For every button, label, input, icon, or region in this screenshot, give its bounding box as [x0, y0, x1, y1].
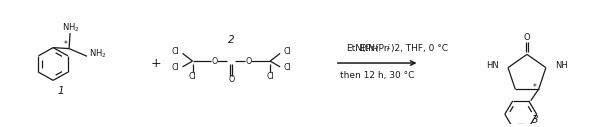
- Text: HN: HN: [486, 61, 499, 70]
- Text: then 12 h, 30 °C: then 12 h, 30 °C: [340, 71, 414, 80]
- Text: Cl: Cl: [172, 47, 179, 56]
- Text: NH$_2$: NH$_2$: [89, 47, 107, 60]
- Text: *: *: [533, 83, 536, 92]
- Text: Cl: Cl: [188, 72, 196, 81]
- Text: 3: 3: [532, 115, 538, 125]
- Text: O: O: [211, 57, 217, 66]
- Text: i: i: [387, 44, 389, 53]
- Text: )2, THF, 0 °C: )2, THF, 0 °C: [391, 44, 448, 53]
- Text: Cl: Cl: [283, 63, 291, 72]
- Text: NH$_2$: NH$_2$: [62, 21, 80, 34]
- Text: O: O: [228, 75, 234, 84]
- Text: Cl: Cl: [266, 72, 274, 81]
- Text: i: i: [376, 44, 379, 53]
- Text: 2: 2: [228, 35, 235, 45]
- Text: NH: NH: [555, 61, 568, 70]
- Text: *: *: [64, 40, 68, 49]
- Text: Cl: Cl: [283, 47, 291, 56]
- Text: Cl: Cl: [172, 63, 179, 72]
- Text: O: O: [245, 57, 252, 66]
- Text: O: O: [524, 34, 530, 43]
- Text: EtN(Pr-: EtN(Pr-: [346, 44, 377, 53]
- Text: +: +: [150, 57, 161, 69]
- Text: 1: 1: [58, 86, 64, 96]
- Text: EtN(Pr-: EtN(Pr-: [359, 44, 390, 53]
